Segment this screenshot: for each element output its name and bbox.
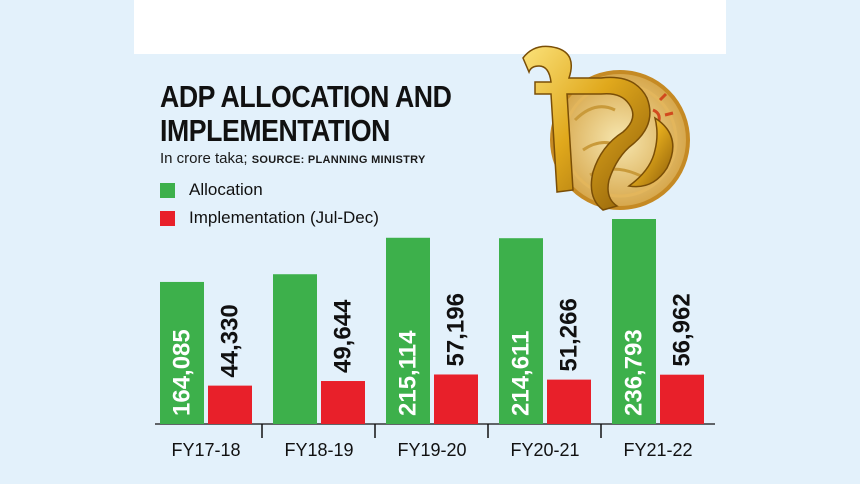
bar-implementation-fy19-20 bbox=[434, 374, 478, 424]
chart-title-line-2: IMPLEMENTATION bbox=[160, 113, 390, 148]
bar-allocation-fy19-20 bbox=[386, 237, 430, 424]
data-label-implementation-fy17-18: 44,330 bbox=[217, 304, 244, 377]
bar-implementation-fy18-19 bbox=[321, 381, 365, 424]
legend-swatch-implementation bbox=[160, 210, 175, 226]
legend-item-allocation: Allocation bbox=[160, 180, 263, 200]
bar-implementation-fy20-21 bbox=[547, 379, 591, 424]
chart-title-line-1: ADP ALLOCATION AND bbox=[160, 79, 452, 114]
legend-item-implementation: Implementation (Jul-Dec) bbox=[160, 208, 379, 228]
unit-note: In crore taka; bbox=[160, 150, 248, 167]
category-label-fy21-22: FY21-22 bbox=[623, 440, 692, 460]
chart-title: ADP ALLOCATION AND IMPLEMENTATION bbox=[160, 79, 452, 148]
category-label-fy18-19: FY18-19 bbox=[284, 440, 353, 460]
bar-allocation-fy18-19 bbox=[273, 274, 317, 424]
legend-label-implementation: Implementation (Jul-Dec) bbox=[189, 208, 379, 227]
legend-label-allocation: Allocation bbox=[189, 180, 263, 199]
data-label-allocation-fy19-20: 215,114 bbox=[395, 330, 422, 416]
data-label-implementation-fy20-21: 51,266 bbox=[556, 298, 583, 371]
bars-layer: 164,085 44,330 49,644 215,114 57,196 214,611 5… bbox=[160, 219, 704, 424]
bar-implementation-fy21-22 bbox=[660, 374, 704, 424]
data-label-allocation-fy17-18: 164,085 bbox=[169, 329, 196, 416]
bar-implementation-fy17-18 bbox=[208, 385, 252, 424]
data-label-allocation-fy21-22: 236,793 bbox=[621, 329, 648, 416]
category-label-fy17-18: FY17-18 bbox=[171, 440, 240, 460]
top-white-band bbox=[134, 0, 726, 54]
data-label-implementation-fy19-20: 57,196 bbox=[443, 293, 470, 366]
taka-sign-emblem-icon bbox=[522, 45, 690, 211]
data-label-allocation-fy20-21: 214,611 bbox=[508, 331, 535, 416]
data-label-implementation-fy21-22: 56,962 bbox=[669, 293, 696, 366]
data-label-implementation-fy18-19: 49,644 bbox=[330, 299, 357, 373]
category-label-fy20-21: FY20-21 bbox=[510, 440, 579, 460]
source-note: SOURCE: PLANNING MINISTRY bbox=[251, 154, 426, 166]
bar-allocation-fy20-21 bbox=[499, 238, 543, 424]
bar-allocation-fy21-22 bbox=[612, 219, 656, 424]
category-labels: FY17-18 FY18-19 FY19-20 FY20-21 FY21-22 bbox=[171, 440, 692, 460]
legend-swatch-allocation bbox=[160, 182, 175, 198]
chart-subtitle: In crore taka; SOURCE: PLANNING MINISTRY bbox=[160, 150, 426, 167]
category-dividers bbox=[261, 424, 602, 438]
category-label-fy19-20: FY19-20 bbox=[397, 440, 466, 460]
bar-allocation-fy17-18 bbox=[160, 281, 204, 424]
